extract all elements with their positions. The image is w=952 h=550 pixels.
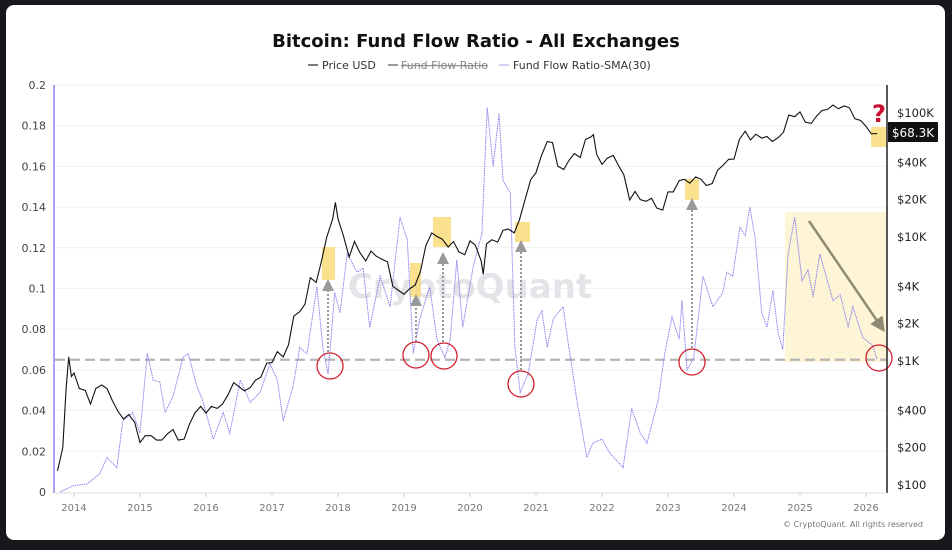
red-circle-marker [430, 342, 458, 370]
right-tick-label: $100 [897, 478, 926, 492]
x-tick-label: 2016 [193, 503, 218, 514]
red-circle-marker [402, 341, 430, 369]
x-tick-label: 2021 [523, 503, 548, 514]
x-tick-label: 2020 [457, 503, 482, 514]
legend-label-sma: Fund Flow Ratio-SMA(30) [513, 59, 651, 72]
left-tick-label: 0.18 [22, 120, 47, 133]
right-tick-label: $1K [897, 354, 920, 368]
right-tick-label: $100K [897, 106, 934, 120]
left-tick-label: 0.12 [22, 242, 47, 255]
annotations-background [55, 127, 887, 362]
legend-item-ffr-sma[interactable]: Fund Flow Ratio-SMA(30) [499, 59, 651, 72]
price-highlight-box [871, 127, 886, 147]
price-label: $68.3K [892, 126, 935, 140]
legend-item-fund-flow-ratio[interactable]: Fund Flow Ratio [388, 59, 488, 72]
annotations [316, 198, 893, 398]
x-axis-ticks: 2014 2015 2016 2017 2018 2019 2020 2021 2022 2023… [61, 493, 879, 514]
x-tick-label: 2015 [127, 503, 152, 514]
price-highlight-box [433, 217, 451, 247]
red-circle-marker [316, 352, 344, 380]
right-axis-ticks: $100 $200 $400 $1K $2K $4K $10K $20K $40K $100K [897, 106, 934, 492]
left-tick-label: 0.08 [22, 323, 47, 336]
left-tick-label: 0.06 [22, 364, 47, 377]
price-highlight-box [322, 247, 335, 280]
left-tick-label: 0.16 [22, 160, 47, 173]
left-tick-label: 0.2 [29, 79, 47, 92]
red-circle-marker [678, 348, 706, 376]
question-mark: ? [872, 100, 886, 128]
left-axis-ticks: 0 0.02 0.04 0.06 0.08 0.1 0.12 0.14 0.16 0.18 0.2 [22, 79, 47, 499]
right-tick-label: $400 [897, 403, 926, 417]
x-tick-label: 2025 [787, 503, 812, 514]
series-layer [56, 104, 878, 493]
x-tick-label: 2018 [325, 503, 350, 514]
x-tick-label: 2017 [259, 503, 284, 514]
downtrend-arrow [807, 220, 885, 333]
price-label-box [888, 122, 938, 142]
x-tick-label: 2024 [721, 503, 746, 514]
x-tick-label: 2026 [853, 503, 878, 514]
series-price-usd [56, 104, 878, 472]
grid [55, 84, 886, 452]
right-tick-label: $2K [897, 317, 920, 331]
red-circle-marker [507, 370, 535, 398]
right-tick-label: $20K [897, 193, 927, 207]
left-tick-label: 0.02 [22, 445, 47, 458]
red-circle-marker [865, 344, 893, 372]
left-tick-label: 0.04 [22, 405, 47, 418]
copyright: © CryptoQuant. All rights reserved [783, 520, 923, 529]
left-tick-label: 0 [39, 486, 46, 499]
legend-label-ffr: Fund Flow Ratio [401, 59, 488, 72]
right-tick-label: $40K [897, 155, 927, 169]
chart-title: Bitcoin: Fund Flow Ratio - All Exchanges [272, 31, 680, 52]
legend: Price USD Fund Flow Ratio Fund Flow Rati… [308, 59, 651, 72]
x-tick-label: 2023 [655, 503, 680, 514]
right-tick-label: $4K [897, 279, 920, 293]
price-highlight-box [410, 263, 421, 297]
legend-item-price[interactable]: Price USD [308, 59, 376, 72]
right-tick-label: $10K [897, 230, 927, 244]
left-tick-label: 0.14 [22, 201, 47, 214]
x-tick-label: 2022 [589, 503, 614, 514]
legend-label-price: Price USD [322, 59, 376, 72]
right-tick-label: $200 [897, 441, 926, 455]
price-highlight-box [685, 179, 699, 200]
price-highlight-box [515, 222, 530, 242]
x-tick-label: 2014 [61, 503, 86, 514]
left-tick-label: 0.1 [29, 283, 47, 296]
x-tick-label: 2019 [391, 503, 416, 514]
highlight-region-2025 [785, 212, 887, 362]
